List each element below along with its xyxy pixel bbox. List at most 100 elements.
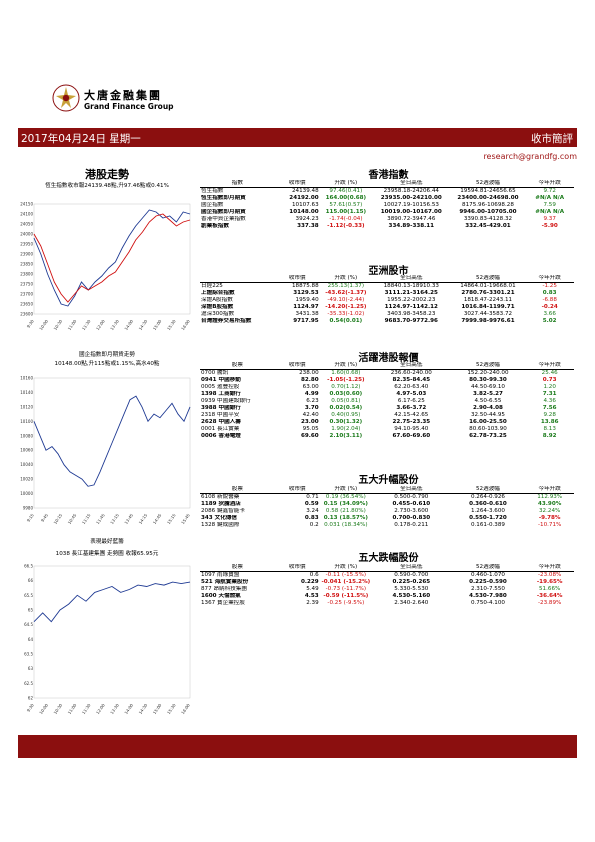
cell-chg: 2.10(3.11) — [329, 433, 363, 439]
y-tick-label: 10140 — [20, 390, 33, 395]
hscei-futures-chart: 10160 10140 10120 10100 10080 10060 10040 10020… — [20, 376, 191, 526]
cell-close: 337.38 — [297, 223, 319, 229]
cell-range: 9683.70-9772.96 — [384, 318, 438, 324]
table-row: 0939 中國建設銀行 6.23 0.05(0.81) 6.17-6.25 4.50-6… — [200, 398, 574, 405]
cell-wk52: 1016.84-1199.71 — [461, 304, 515, 310]
cell-range: 4.530-5.160 — [392, 593, 431, 599]
cell-ytd: -9.78% — [538, 515, 561, 521]
x-tick-label: 10:30 — [52, 702, 63, 715]
hsi-intraday-chart: 24150 24100 24050 24000 23950 23900 23850 23800… — [20, 202, 191, 332]
column-header: 52週波幅 — [450, 486, 526, 494]
cell-name: 0006 香港電燈 — [201, 433, 241, 439]
cell-name: 1600 天倫燃氣 — [201, 593, 241, 599]
cell-chg: -49.10(-2.44) — [327, 297, 365, 303]
cell-close: 4.99 — [304, 391, 319, 397]
cell-close: 3924.23 — [295, 216, 319, 222]
cell-chg: 57.61(0.57) — [329, 202, 363, 208]
cell-close: 0.83 — [304, 515, 319, 521]
x-tick-label: 13:45 — [123, 512, 134, 525]
cell-range: 5.330-5.530 — [394, 586, 429, 592]
column-header: 今年升跌 — [525, 564, 574, 572]
brand-logo: 大唐金融集團 Grand Finance Group — [52, 84, 192, 120]
column-header: 收市價 — [274, 564, 320, 572]
column-header: 全日高低 — [372, 486, 451, 494]
cell-wk52: 19594.81-24656.65 — [460, 188, 516, 194]
y-tick-label: 10040 — [20, 462, 33, 467]
hsi-caption: 恆生指數收市報24139.48點,升97.46點或0.41% — [45, 183, 169, 189]
cell-wk52: 80.60-103.90 — [469, 426, 507, 432]
cell-wk52: 0.550-1.720 — [469, 515, 507, 521]
column-header — [200, 275, 275, 283]
cell-chg: 0.54(0.01) — [329, 318, 363, 324]
cell-name: 521 海航實業股份 — [201, 579, 249, 585]
cell-ytd: 3.66 — [543, 311, 556, 317]
cell-wk52: 3027.44-3583.72 — [463, 311, 513, 317]
table-row: 恆生指數即月期貨 24192.00 164.00(0.68) 23935.00-242… — [200, 195, 574, 202]
cell-chg: 164.00(0.68) — [325, 195, 367, 201]
x-tick-label: 15:15 — [166, 512, 177, 525]
cell-range: 23958.18-24206.44 — [383, 188, 439, 194]
table-row: 2318 中國平安 42.40 0.40(0.95) 42.15-42.65 32.50… — [200, 412, 574, 419]
column-header: 今年升跌 — [525, 180, 574, 188]
table-header-row: 股票 收市價 升跌 (%) 全日高低 52週波幅 今年升跌 — [200, 362, 574, 370]
cell-wk52: 62.78-73.25 — [469, 433, 507, 439]
x-tick-label: 11:15 — [81, 512, 92, 525]
x-tick-label: 11:45 — [95, 512, 106, 525]
cell-ytd: 13.86 — [540, 419, 559, 425]
y-tick-label: 10160 — [20, 376, 33, 381]
table-row: 1367 寶企業控股 2.39 -0.25 (-9.5%) 2.340-2.640 0.… — [200, 600, 574, 607]
y-tick-label: 66.5 — [24, 564, 33, 569]
column-header: 股票 — [200, 564, 275, 572]
hsi-section-title: 港股走勢 — [85, 168, 129, 181]
cell-wk52: 3.82-5.27 — [472, 391, 503, 397]
x-tick-label: 12:00 — [95, 318, 106, 331]
cell-chg: 1.60(0.68) — [331, 370, 361, 376]
cell-name: 0700 騰訊 — [201, 370, 229, 376]
cell-close: 82.80 — [300, 377, 319, 383]
top-losers-title: 五大跌幅股份 — [358, 553, 419, 564]
cell-ytd: -19.65% — [536, 579, 563, 585]
column-header: 收市價 — [274, 362, 320, 370]
table-row: 恆生指數 24139.48 97.46(0.41) 23958.18-24206.44… — [200, 188, 574, 196]
cell-wk52: 16.00-25.50 — [469, 419, 507, 425]
cell-wk52: 152.20-240.00 — [467, 370, 509, 376]
y-tick-label: 10020 — [20, 477, 33, 482]
cell-name: 1328 鍵成國際 — [201, 522, 240, 528]
cell-close: 18875.88 — [291, 283, 319, 289]
cell-chg: 0.05(0.81) — [331, 398, 361, 404]
cell-ytd: 8.13 — [543, 426, 556, 432]
cell-close: 24192.00 — [289, 195, 319, 201]
table-header-row: 指數 收市價 升跌 (%) 全日高低 52週波幅 今年升跌 — [200, 180, 574, 188]
cell-ytd: 0.83 — [542, 290, 557, 296]
cell-close: 5.49 — [306, 586, 319, 592]
column-header: 升跌 (%) — [319, 180, 373, 188]
y-tick-label: 65 — [28, 608, 34, 613]
x-tick-label: 14:15 — [138, 512, 149, 525]
contact-email[interactable]: research@grandfg.com — [483, 152, 577, 161]
cell-chg: -43.62(-1.37) — [325, 290, 367, 296]
cell-name: 877 昂納科技集團 — [201, 586, 248, 592]
cell-wk52: 0.264-0.926 — [470, 494, 505, 500]
cell-range: 0.178-0.211 — [394, 522, 429, 528]
cell-wk52: 2.90-4.08 — [472, 405, 503, 411]
cell-close: 4.53 — [304, 593, 319, 599]
brand-name-en: Grand Finance Group — [84, 102, 174, 111]
table-row: 343 文化傳信 0.83 0.13 (18.57%) 0.700-0.830 0.55… — [200, 515, 574, 522]
y-tick-label: 23800 — [20, 272, 33, 277]
cell-close: 3129.53 — [293, 290, 319, 296]
column-header: 52週波幅 — [450, 362, 526, 370]
active-stocks-title: 活躍港股報價 — [358, 353, 419, 364]
x-tick-label: 14:30 — [138, 702, 149, 715]
report-title: 收市簡評 — [531, 133, 573, 145]
cell-close: 24139.48 — [291, 188, 319, 194]
cell-ytd: 9.72 — [543, 188, 556, 194]
series-line — [33, 395, 191, 487]
cell-name: 滬深300指數 — [201, 311, 235, 317]
cell-close: 10148.00 — [289, 209, 319, 215]
cell-ytd: -10.71% — [538, 522, 562, 528]
column-header: 全日高低 — [372, 564, 451, 572]
cell-wk52: 2780.76-3301.21 — [461, 290, 515, 296]
table-row: 1328 鍵成國際 0.2 0.031 (18.34%) 0.178-0.211 0.1… — [200, 522, 574, 529]
cell-name: 恆生指數 — [201, 188, 224, 194]
